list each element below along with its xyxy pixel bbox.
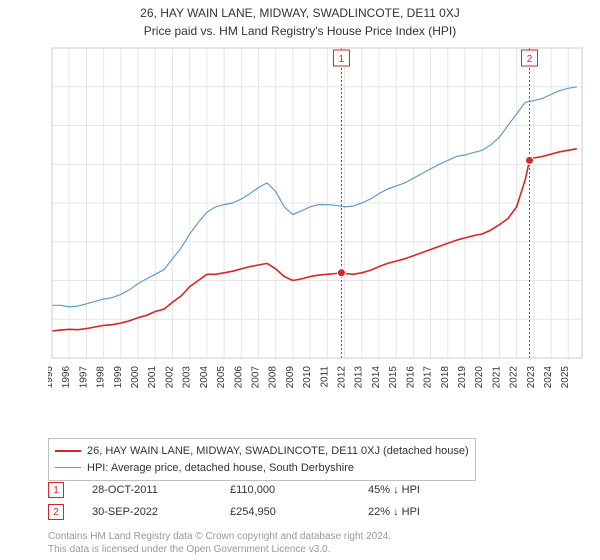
event-row-1: 1 28-OCT-2011 £110,000 45% ↓ HPI [48,482,478,498]
svg-text:2021: 2021 [491,366,502,389]
svg-text:2000: 2000 [130,366,141,389]
svg-text:2018: 2018 [440,366,451,389]
svg-text:2001: 2001 [147,366,158,389]
event-diff-1: 45% ↓ HPI [368,484,478,496]
svg-text:2025: 2025 [560,366,571,389]
svg-text:2010: 2010 [302,366,313,389]
svg-text:2024: 2024 [543,366,554,389]
footer-line2: This data is licensed under the Open Gov… [48,543,391,556]
svg-text:1997: 1997 [78,366,89,389]
svg-text:1995: 1995 [48,366,55,389]
event-price-2: £254,950 [230,506,340,518]
chart-title-address: 26, HAY WAIN LANE, MIDWAY, SWADLINCOTE, … [0,0,600,20]
svg-text:2: 2 [527,54,533,65]
svg-text:2019: 2019 [457,366,468,389]
legend-item-price-paid: 26, HAY WAIN LANE, MIDWAY, SWADLINCOTE, … [55,443,469,460]
svg-text:2006: 2006 [233,366,244,389]
svg-text:2012: 2012 [337,366,348,389]
event-badge-1: 1 [48,482,64,498]
svg-text:2022: 2022 [509,366,520,389]
event-badge-2: 2 [48,504,64,520]
event-date-2: 30-SEP-2022 [92,506,202,518]
svg-text:1: 1 [339,54,345,65]
svg-text:1998: 1998 [96,366,107,389]
chart-plot-area: £0£50K£100K£150K£200K£250K£300K£350K£400… [48,44,588,394]
svg-text:2007: 2007 [250,366,261,389]
svg-text:2015: 2015 [388,366,399,389]
svg-text:1999: 1999 [113,366,124,389]
legend-item-hpi: HPI: Average price, detached house, Sout… [55,460,469,477]
svg-text:2020: 2020 [474,366,485,389]
footer-line1: Contains HM Land Registry data © Crown c… [48,530,391,543]
svg-text:1996: 1996 [61,366,72,389]
svg-text:2014: 2014 [371,366,382,389]
svg-text:2002: 2002 [164,366,175,389]
svg-text:2011: 2011 [319,366,330,388]
svg-text:2023: 2023 [526,366,537,389]
svg-text:2017: 2017 [423,366,434,389]
svg-text:2013: 2013 [354,366,365,389]
legend-label-hpi: HPI: Average price, detached house, Sout… [87,460,354,477]
event-price-1: £110,000 [230,484,340,496]
legend-label-price-paid: 26, HAY WAIN LANE, MIDWAY, SWADLINCOTE, … [87,443,469,460]
footer: Contains HM Land Registry data © Crown c… [48,530,391,556]
chart-title-subtitle: Price paid vs. HM Land Registry's House … [0,20,600,42]
legend-swatch-price-paid [55,450,81,452]
event-row-2: 2 30-SEP-2022 £254,950 22% ↓ HPI [48,504,478,520]
legend-swatch-hpi [55,467,81,468]
chart-svg: £0£50K£100K£150K£200K£250K£300K£350K£400… [48,44,588,404]
svg-text:2008: 2008 [268,366,279,389]
event-date-1: 28-OCT-2011 [92,484,202,496]
svg-text:2009: 2009 [285,366,296,389]
svg-text:2004: 2004 [199,366,210,389]
event-diff-2: 22% ↓ HPI [368,506,478,518]
legend: 26, HAY WAIN LANE, MIDWAY, SWADLINCOTE, … [48,438,476,481]
svg-text:2016: 2016 [405,366,416,389]
svg-text:2005: 2005 [216,366,227,389]
svg-text:2003: 2003 [182,366,193,389]
chart-container: 26, HAY WAIN LANE, MIDWAY, SWADLINCOTE, … [0,0,600,560]
